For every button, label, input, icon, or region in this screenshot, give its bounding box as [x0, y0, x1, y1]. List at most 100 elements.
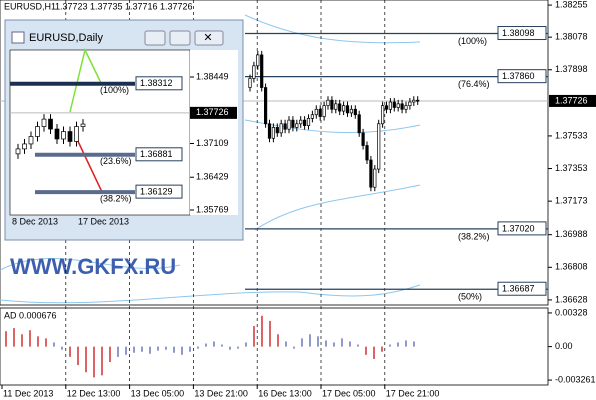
candle-body: [314, 108, 318, 116]
candle-body: [388, 101, 392, 110]
level-price: 1.36881: [140, 149, 173, 159]
inset-candles: [15, 114, 86, 159]
candle-body: [260, 54, 264, 88]
candle-body: [365, 145, 369, 161]
level-price: 1.36129: [140, 186, 173, 196]
candle-body: [361, 132, 365, 146]
candle-body: [310, 114, 314, 119]
title-text: EURUSD,H1: [4, 1, 56, 11]
level-name: (38.2%): [458, 231, 490, 241]
y-tick-label: 1.35769: [196, 204, 229, 214]
candle-body: [248, 78, 252, 88]
price-box: [497, 221, 547, 236]
candle-body: [396, 103, 400, 108]
title-text: 1.37723: [55, 1, 88, 11]
candle-body: [384, 105, 389, 110]
candle-body: [54, 128, 60, 140]
inset-axis: [190, 50, 238, 215]
x-tick-label: 8 Dec 2013: [12, 216, 58, 226]
candle-body: [279, 123, 283, 134]
candle-body: [408, 101, 412, 107]
candle-body: [252, 65, 256, 79]
candle-body: [22, 143, 27, 150]
y-tick-label: 1.36429: [196, 172, 229, 182]
candle-body: [271, 127, 275, 139]
candle-body: [287, 119, 291, 130]
y-tick-label: 1.37109: [196, 138, 229, 148]
candle-body: [48, 118, 53, 130]
candle-body: [303, 119, 307, 126]
y-tick-label: 1.36628: [555, 294, 588, 304]
candle-body: [35, 126, 40, 137]
x-tick-label: 13 Dec 21:00: [194, 388, 248, 398]
candle-body: [80, 123, 86, 127]
y-tick-label: 1.37533: [555, 130, 588, 140]
maximize-button[interactable]: [169, 30, 191, 46]
candle-body: [283, 123, 287, 130]
level-price: 1.36687: [502, 284, 535, 294]
watermark: WWW.GKFX.RU: [10, 254, 176, 279]
icon: [11, 31, 25, 44]
y-tick-label: 1.38255: [555, 0, 588, 9]
level-price: 1.37860: [502, 71, 535, 81]
candle-body: [377, 123, 381, 170]
price-box: [135, 147, 183, 162]
y-tick-label: 1.36808: [555, 262, 588, 272]
x-tick-label: 17 Dec 2013: [78, 216, 129, 226]
zigzag: [74, 134, 103, 193]
candle-body: [373, 168, 377, 188]
x-tick-label: 12 Dec 13:00: [67, 388, 121, 398]
y-tick-label: 1.37353: [555, 163, 588, 173]
x-tick-label: 16 Dec 13:00: [258, 388, 312, 398]
level-name: (76.4%): [458, 79, 490, 89]
candle-body: [74, 126, 79, 142]
candle-body: [416, 99, 420, 102]
candle-body: [322, 105, 326, 117]
y-tick-label: 1.36988: [555, 229, 588, 239]
close-button[interactable]: [194, 30, 224, 46]
candle-body: [330, 99, 334, 110]
candle-body: [349, 108, 353, 114]
current-price: 1.37726: [555, 95, 588, 105]
level-name: (23.6%): [100, 156, 132, 166]
inset-window[interactable]: ✕ EURUSD,Daily 1.38449 1.37109 1.36429 1.357…: [4, 19, 244, 241]
candle-body: [369, 159, 373, 188]
candle-body: [392, 101, 396, 108]
current-price-box: [190, 106, 237, 119]
level-name: (38.2%): [100, 193, 132, 203]
price-box: [135, 184, 183, 199]
candle-body: [291, 119, 295, 128]
candle-body: [338, 103, 342, 112]
candle-body: [67, 131, 73, 142]
current-price: 1.37726: [196, 107, 229, 117]
y-tick-label: 1.38078: [555, 32, 588, 42]
candle-body: [342, 105, 346, 112]
price-box: [497, 69, 547, 84]
level-name: (100%): [100, 85, 129, 95]
x-tick-label: 13 Dec 05:00: [131, 388, 185, 398]
candle-body: [295, 123, 299, 128]
level-price: 1.37020: [502, 223, 535, 233]
envelope: [0, 14, 421, 304]
zigzag: [69, 47, 103, 113]
candle-body: [334, 103, 338, 110]
x-tick-label: 17 Dec 05:00: [322, 388, 376, 398]
minimize-button[interactable]: [144, 30, 166, 46]
candle-body: [404, 105, 408, 110]
candle-body: [353, 108, 357, 116]
y-tick-label: 1.37173: [555, 196, 588, 206]
candle-body: [400, 103, 404, 110]
indicator-label: AD 0.000676: [4, 310, 57, 320]
candle-body: [61, 131, 66, 140]
candle-body: [306, 117, 311, 126]
candle-body: [264, 87, 268, 125]
candle-body: [275, 127, 279, 134]
close-glyph: ✕: [203, 32, 212, 44]
title-text: 1.37716: [125, 1, 158, 11]
candle-body: [41, 118, 47, 127]
y-tick-label: -0.003261: [555, 374, 596, 384]
candle-body: [345, 105, 350, 114]
y-tick-label: 0.00: [555, 341, 573, 351]
candle-body: [256, 54, 260, 67]
level-price: 1.38098: [502, 28, 535, 38]
